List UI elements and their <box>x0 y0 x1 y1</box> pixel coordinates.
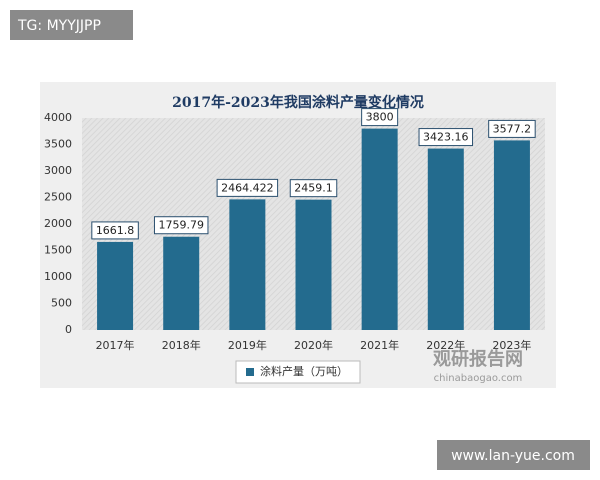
watermark-url: chinabaogao.com <box>434 373 523 384</box>
x-tick-label: 2023年 <box>492 338 531 352</box>
y-tick-label: 1000 <box>44 270 72 283</box>
chart-title: 2017年-2023年我国涂料产量变化情况 <box>172 94 424 111</box>
y-tick-label: 0 <box>65 323 72 336</box>
legend-box <box>235 360 361 384</box>
x-tick-label: 2018年 <box>162 338 201 352</box>
overlay-bottom-box <box>437 440 590 470</box>
bar <box>163 236 200 330</box>
x-tick-label: 2021年 <box>360 338 399 352</box>
value-label-box <box>488 119 536 138</box>
y-tick-label: 2000 <box>44 217 72 230</box>
overlay-top: TG: MYYJJPP <box>17 18 101 34</box>
overlay-bottom: www.lan-yue.com <box>451 448 575 464</box>
y-tick-label: 2500 <box>44 191 72 204</box>
value-label: 2464.422 <box>221 181 274 194</box>
value-label: 3800 <box>366 111 394 124</box>
overlay-top-box <box>10 10 133 40</box>
bar <box>295 199 332 330</box>
legend-swatch <box>246 368 254 376</box>
value-label: 1661.8 <box>96 224 135 237</box>
bar <box>97 241 134 330</box>
x-tick-label: 2019年 <box>228 338 267 352</box>
value-label: 2459.1 <box>294 182 333 195</box>
x-tick-label: 2020年 <box>294 338 333 352</box>
value-label: 1759.79 <box>158 219 204 232</box>
bar <box>229 199 266 330</box>
x-tick-label: 2017年 <box>96 338 135 352</box>
legend-label: 涂料产量（万吨） <box>260 364 348 378</box>
y-tick-label: 500 <box>51 297 72 310</box>
value-label-box <box>289 179 338 198</box>
value-label-box <box>216 178 279 197</box>
bar <box>493 140 530 330</box>
watermark-name: 观研报告网 <box>433 348 523 370</box>
x-tick-label: 2022年 <box>426 338 465 352</box>
y-tick-label: 3500 <box>44 138 72 151</box>
value-label-box <box>361 108 399 127</box>
value-label-box <box>153 216 209 235</box>
value-label: 3577.2 <box>493 122 532 135</box>
y-tick-label: 4000 <box>44 111 72 124</box>
value-label: 3423.16 <box>423 131 469 144</box>
bar <box>427 148 464 330</box>
y-tick-label: 3000 <box>44 164 72 177</box>
bar <box>361 128 398 330</box>
y-tick-label: 1500 <box>44 244 72 257</box>
value-label-box <box>418 128 474 147</box>
value-label-box <box>91 221 139 240</box>
